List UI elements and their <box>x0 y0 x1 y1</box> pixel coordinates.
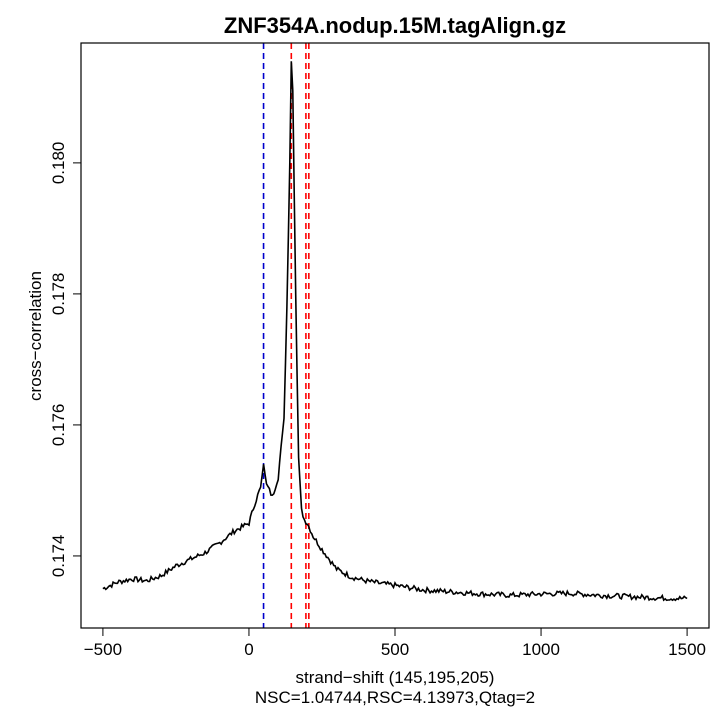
x-tick-label: 1000 <box>522 640 560 659</box>
y-tick-label: 0.174 <box>49 535 68 578</box>
y-axis: 0.174 0.176 0.178 0.180 <box>49 142 82 578</box>
x-tick-label: −500 <box>84 640 122 659</box>
y-tick-label: 0.176 <box>49 404 68 447</box>
x-axis-sublabel: NSC=1.04744,RSC=4.13973,Qtag=2 <box>255 688 535 707</box>
x-axis: −500 0 500 1000 1500 <box>84 627 706 659</box>
series-line <box>102 61 688 602</box>
y-tick-label: 0.178 <box>49 273 68 316</box>
reference-lines <box>262 43 310 628</box>
series-layer <box>102 61 688 602</box>
chart-title: ZNF354A.nodup.15M.tagAlign.gz <box>224 13 566 38</box>
x-axis-label: strand−shift (145,195,205) <box>296 668 495 687</box>
y-axis-label: cross−correlation <box>26 271 45 401</box>
y-tick-label: 0.180 <box>49 142 68 185</box>
x-tick-label: 0 <box>244 640 253 659</box>
x-tick-label: 500 <box>381 640 409 659</box>
x-tick-label: 1500 <box>668 640 706 659</box>
